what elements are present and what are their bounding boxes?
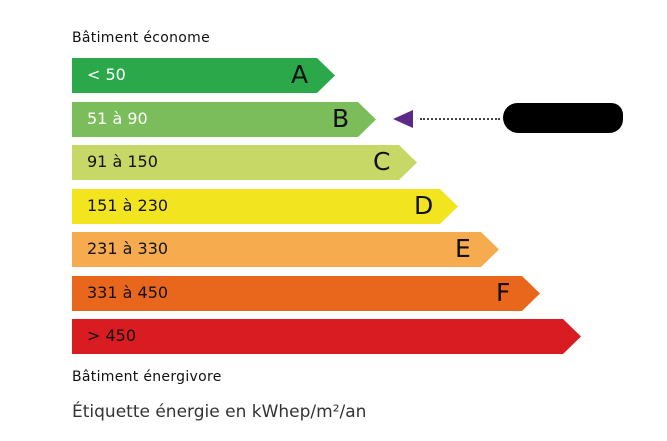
class-range: 151 à 230 (87, 196, 169, 215)
class-bar-c: 91 à 150 C (72, 145, 417, 180)
class-bar-b: 51 à 90 B (72, 102, 376, 137)
class-bar-g: > 450 (72, 319, 581, 354)
class-range: 91 à 150 (87, 152, 158, 171)
class-bar-e: 231 à 330 E (72, 232, 499, 267)
class-range: > 450 (87, 326, 137, 345)
redacted-value (503, 103, 623, 133)
class-range: 231 à 330 (87, 239, 169, 258)
class-range: 51 à 90 (87, 109, 148, 128)
top-label: Bâtiment économe (72, 30, 210, 46)
class-bar-f: 331 à 450 F (72, 276, 540, 311)
indicator-dotted-line (420, 118, 500, 120)
class-letter: C (373, 147, 391, 176)
bottom-label: Bâtiment énergivore (72, 369, 222, 385)
class-bar-a: < 50 A (72, 58, 335, 93)
class-range: 331 à 450 (87, 283, 169, 302)
class-letter: D (414, 191, 434, 220)
unit-label: Étiquette énergie en kWhep/m²/an (72, 402, 367, 422)
class-letter: E (455, 234, 471, 263)
class-letter: B (332, 104, 350, 133)
class-range: < 50 (87, 65, 126, 84)
class-letter: A (291, 60, 309, 89)
indicator-arrow-icon (393, 110, 413, 128)
class-bar-d: 151 à 230 D (72, 189, 458, 224)
class-letter: F (496, 278, 511, 307)
